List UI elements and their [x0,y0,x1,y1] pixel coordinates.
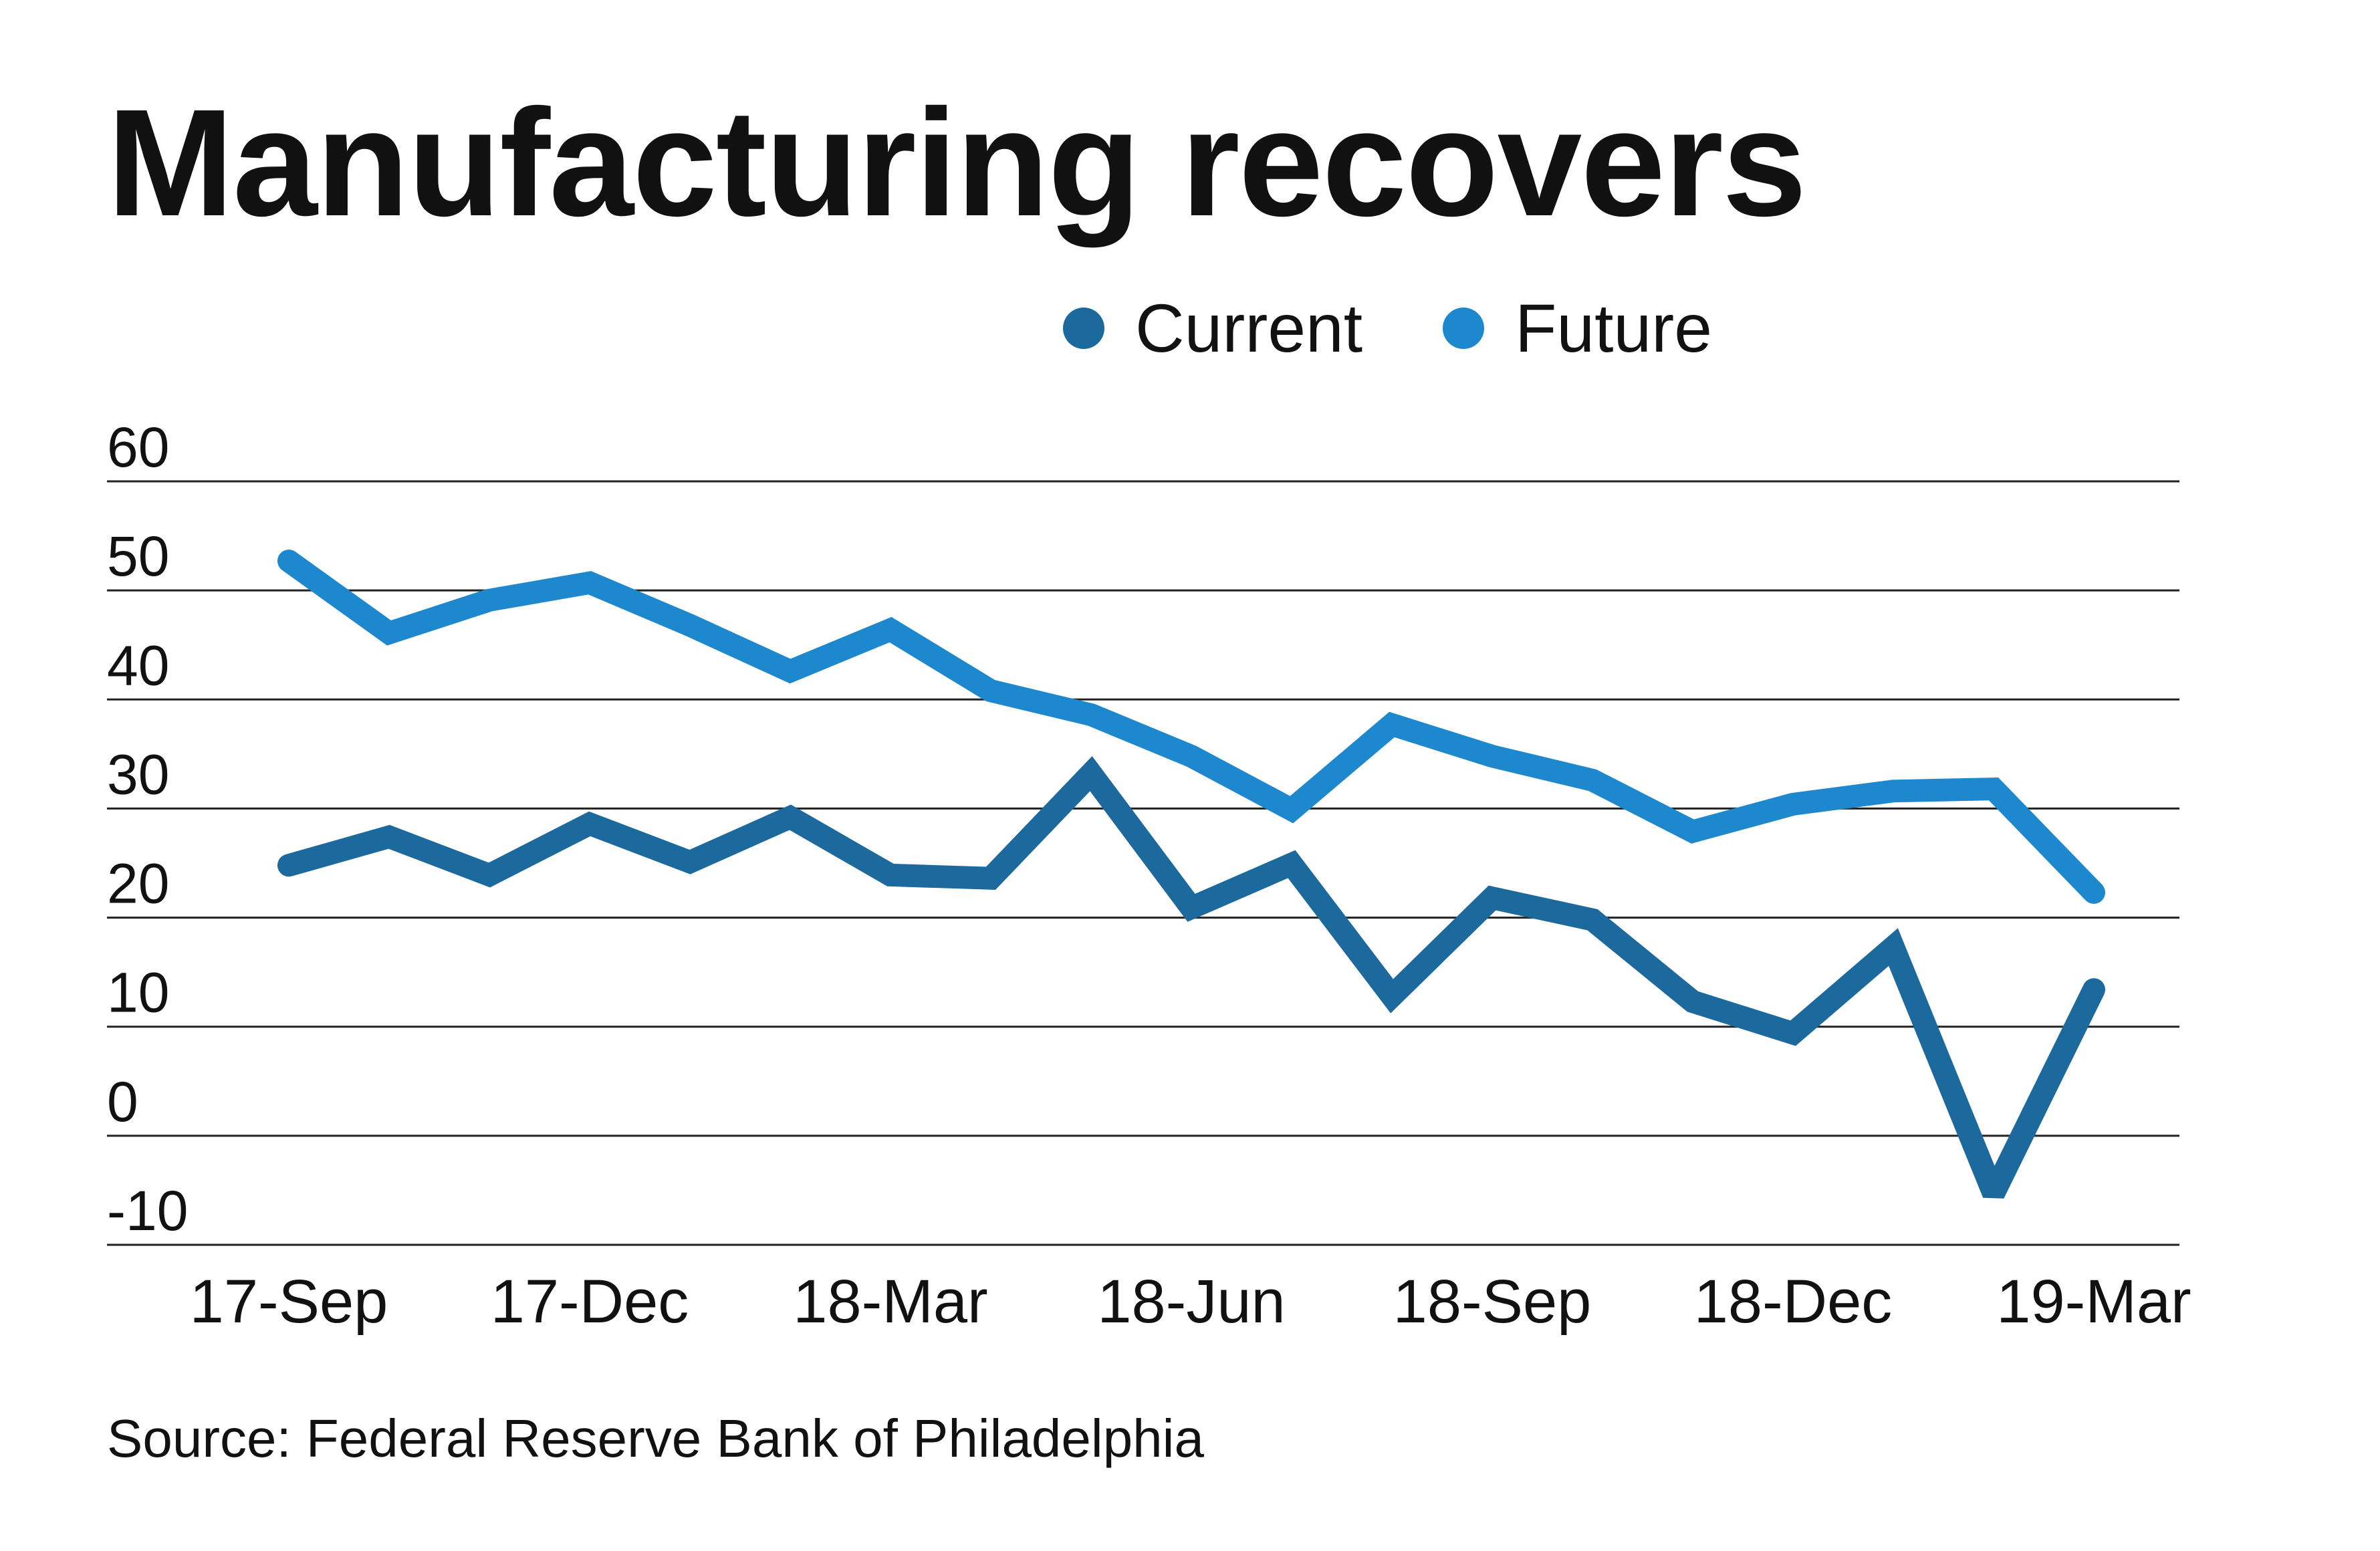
legend-item-current: Current [1063,294,1362,362]
source-note: Source: Federal Reserve Bank of Philadel… [107,1409,1204,1468]
x-tick-label-17-Dec: 17-Dec [491,1268,689,1336]
y-tick-label-60: 60 [107,416,169,479]
x-tick-label-19-Mar: 19-Mar [1996,1268,2191,1336]
x-tick-label-18-Jun: 18-Jun [1097,1268,1285,1336]
x-tick-label-18-Sep: 18-Sep [1393,1268,1592,1336]
chart-title: Manufacturing recovers [107,78,1807,248]
x-tick-label-18-Dec: 18-Dec [1694,1268,1893,1336]
legend-label-future: Future [1515,290,1712,366]
legend-swatch-current [1063,308,1104,349]
y-tick-label--10: -10 [107,1179,188,1242]
y-tick-label-40: 40 [107,634,169,697]
x-tick-label-18-Mar: 18-Mar [793,1268,987,1336]
x-tick-label-17-Sep: 17-Sep [190,1268,388,1336]
legend-label-current: Current [1135,290,1363,366]
y-tick-label-20: 20 [107,852,169,915]
y-tick-label-30: 30 [107,743,169,806]
legend-swatch-future [1443,308,1485,349]
y-tick-label-0: 0 [107,1070,138,1133]
legend: Current Future [1063,294,1792,362]
y-tick-label-10: 10 [107,961,169,1024]
y-tick-label-50: 50 [107,525,169,588]
series-line-future [277,550,2105,904]
legend-item-future: Future [1443,294,1712,362]
series-line-current [277,755,2105,1199]
